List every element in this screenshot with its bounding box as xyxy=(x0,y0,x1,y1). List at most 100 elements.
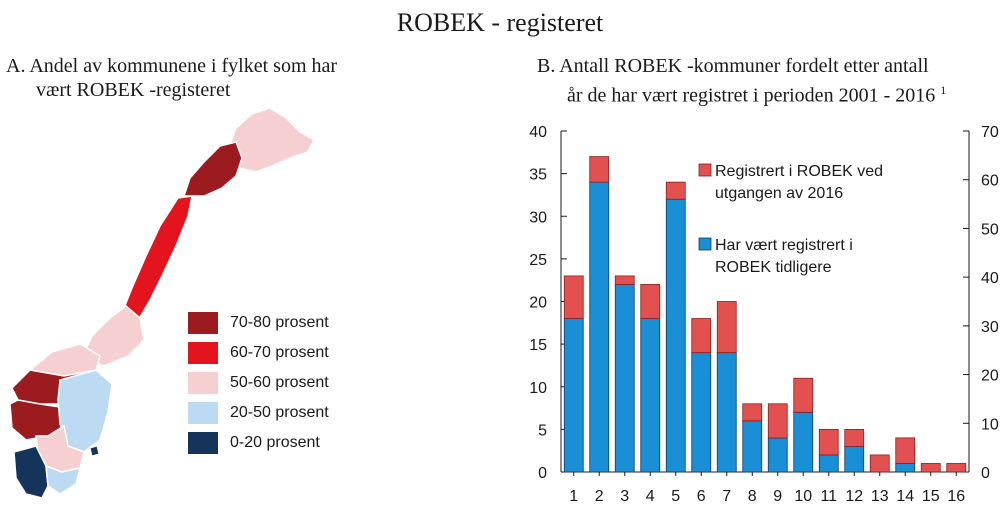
panel-a-title-line2: vært ROBEK -registeret xyxy=(36,79,231,101)
map-legend-row: 50-60 prosent xyxy=(188,368,329,398)
x-tick-label: 2 xyxy=(595,488,604,505)
bar-segment-registered-2016 xyxy=(767,403,788,439)
bar-segment-registered-2016 xyxy=(614,275,635,285)
map-legend-swatch xyxy=(188,432,218,454)
bar-segment-registered-before xyxy=(844,446,865,473)
left-tick-label: 0 xyxy=(538,465,547,482)
map-region-oslo xyxy=(89,445,100,457)
x-tick-label: 8 xyxy=(748,488,757,505)
bar-segment-registered-before xyxy=(640,318,661,473)
x-tick-label: 13 xyxy=(871,488,889,505)
bar-segment-registered-before xyxy=(614,284,635,473)
x-tick-label: 10 xyxy=(794,488,812,505)
x-tick-label: 6 xyxy=(697,488,706,505)
legend-label: Registrert i ROBEK ved xyxy=(715,163,883,180)
map-legend-row: 70-80 prosent xyxy=(188,308,329,338)
left-tick-label: 40 xyxy=(529,124,547,141)
right-tick-label: 20 xyxy=(981,368,999,385)
panel-a-title-line1: A. Andel av kommunene i fylket som har xyxy=(6,55,338,77)
bar-segment-registered-2016 xyxy=(589,156,610,183)
bar-segment-registered-2016 xyxy=(844,428,865,447)
legend-swatch xyxy=(698,163,712,177)
legend-swatch xyxy=(698,237,712,251)
map-region-finnmark xyxy=(227,107,315,173)
left-tick-label: 5 xyxy=(538,422,547,439)
legend-label: ROBEK tidligere xyxy=(715,259,832,276)
bar-segment-registered-before xyxy=(793,411,814,473)
legend-label: utgangen av 2016 xyxy=(715,185,843,202)
left-tick-label: 20 xyxy=(529,295,547,312)
x-tick-label: 1 xyxy=(569,488,578,505)
left-tick-label: 25 xyxy=(529,252,547,269)
bar-segment-registered-2016 xyxy=(869,454,890,473)
x-tick-label: 4 xyxy=(646,488,655,505)
bar-segment-registered-before xyxy=(691,352,712,473)
bar-segment-registered-2016 xyxy=(716,301,737,354)
bar-segment-registered-before xyxy=(767,437,788,473)
map-region-troms xyxy=(182,141,243,197)
map-legend-swatch xyxy=(188,342,218,364)
right-tick-label: 0 xyxy=(981,465,990,482)
bar-segment-registered-2016 xyxy=(563,275,584,319)
map-region-trondelag xyxy=(80,305,145,367)
left-tick-label: 15 xyxy=(529,337,547,354)
right-tick-label: 50 xyxy=(981,221,999,238)
map-legend-row: 0-20 prosent xyxy=(188,428,329,458)
bar-segment-registered-2016 xyxy=(895,437,916,464)
panel-b-title-line2-text: år de har vært registret i perioden 2001… xyxy=(567,84,936,107)
map-legend-row: 20-50 prosent xyxy=(188,398,329,428)
right-tick-label: 30 xyxy=(981,319,999,336)
bar-segment-registered-before xyxy=(742,420,763,473)
left-tick-label: 35 xyxy=(529,167,547,184)
bar-segment-registered-2016 xyxy=(640,284,661,319)
x-tick-label: 16 xyxy=(947,488,965,505)
map-legend-label: 0-20 prosent xyxy=(230,434,320,451)
map-region-agder xyxy=(45,464,82,495)
panel-b-title-line1: B. Antall ROBEK -kommuner fordelt etter … xyxy=(537,55,929,77)
right-tick-label: 40 xyxy=(981,270,999,287)
bar-segment-registered-before xyxy=(818,454,839,473)
bar-segment-registered-2016 xyxy=(920,463,941,473)
x-tick-label: 15 xyxy=(922,488,940,505)
panel-b-title-line2: år de har vært registret i perioden 2001… xyxy=(567,78,946,108)
right-tick-label: 70 xyxy=(981,124,999,141)
bar-segment-registered-before xyxy=(716,352,737,473)
right-tick-label: 10 xyxy=(981,416,999,433)
right-tick-label: 60 xyxy=(981,173,999,190)
bar-segment-registered-before xyxy=(589,181,610,473)
bar-segment-registered-2016 xyxy=(665,181,686,200)
map-legend-label: 70-80 prosent xyxy=(230,314,329,331)
bar-segment-registered-2016 xyxy=(818,428,839,456)
figure-title: ROBEK - registeret xyxy=(396,8,604,37)
map-legend-label: 20-50 prosent xyxy=(230,404,329,421)
map-legend-label: 60-70 prosent xyxy=(230,344,329,361)
x-tick-label: 5 xyxy=(671,488,680,505)
map-legend-row: 60-70 prosent xyxy=(188,338,329,368)
map-region-rogaland xyxy=(13,445,49,499)
left-tick-label: 10 xyxy=(529,380,547,397)
x-tick-label: 7 xyxy=(722,488,731,505)
x-tick-label: 12 xyxy=(845,488,863,505)
x-tick-label: 11 xyxy=(820,488,837,505)
bar-segment-registered-before xyxy=(895,463,916,473)
norway-county-map xyxy=(9,107,315,499)
left-tick-label: 30 xyxy=(529,209,547,226)
x-tick-label: 3 xyxy=(620,488,629,505)
x-tick-label: 14 xyxy=(896,488,914,505)
map-legend-swatch xyxy=(188,312,218,334)
bar-segment-registered-before xyxy=(563,318,584,473)
bar-segment-registered-2016 xyxy=(793,377,814,413)
bar-segment-registered-2016 xyxy=(742,403,763,422)
map-region-nordland xyxy=(119,195,193,325)
map-legend: 70-80 prosent 60-70 prosent 50-60 prosen… xyxy=(188,308,329,458)
bar-segment-registered-2016 xyxy=(946,463,967,473)
map-legend-label: 50-60 prosent xyxy=(230,374,329,391)
bar-segment-registered-before xyxy=(665,198,686,473)
legend-label: Har vært registrert i xyxy=(715,237,853,254)
bar-segment-registered-2016 xyxy=(691,318,712,354)
x-tick-label: 9 xyxy=(773,488,782,505)
map-region-innlandet xyxy=(57,369,113,453)
map-legend-swatch xyxy=(188,372,218,394)
map-legend-swatch xyxy=(188,402,218,424)
